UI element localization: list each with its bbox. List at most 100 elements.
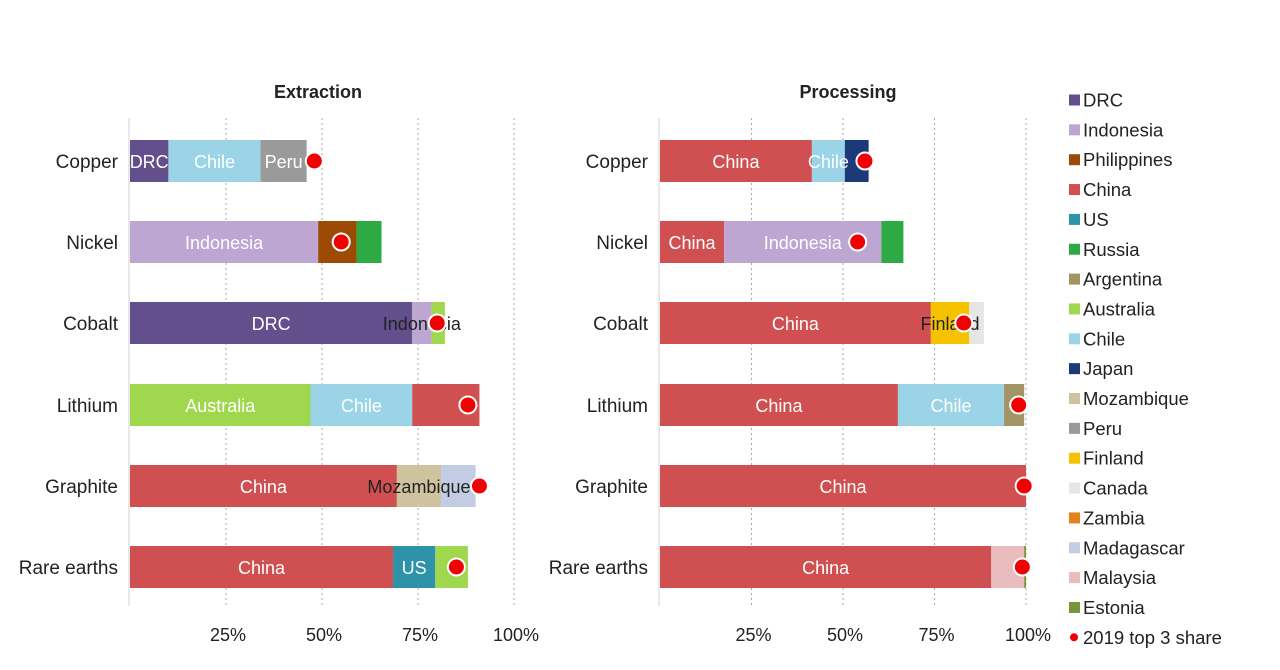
segment-label: China bbox=[240, 477, 288, 497]
top3-share-marker bbox=[1012, 557, 1032, 577]
segment-indonesia bbox=[130, 221, 319, 263]
legend-swatch bbox=[1070, 633, 1078, 642]
legend-swatch bbox=[1069, 482, 1080, 494]
legend-swatch bbox=[1069, 452, 1080, 464]
segment-chile bbox=[310, 384, 413, 426]
top3-share-marker bbox=[446, 557, 466, 577]
legend-swatch bbox=[1069, 243, 1080, 255]
legend-item-australia: Australia bbox=[1069, 298, 1156, 319]
panel-title: Processing bbox=[799, 82, 896, 102]
legend-swatch bbox=[1069, 303, 1080, 315]
segment-drc bbox=[130, 140, 169, 182]
legend-label: Philippines bbox=[1083, 149, 1172, 170]
segment-label: Indonesia bbox=[764, 233, 843, 253]
segment-label: Mozambique bbox=[367, 477, 470, 497]
bar-nickel: Nickel China Indonesia bbox=[596, 221, 904, 263]
x-tick-label: 25% bbox=[210, 625, 246, 645]
legend-swatch bbox=[1069, 213, 1080, 225]
segment-drc bbox=[130, 302, 413, 344]
top3-share-marker bbox=[304, 151, 324, 171]
legend-item-peru: Peru bbox=[1069, 418, 1122, 439]
legend-item-estonia: Estonia bbox=[1069, 597, 1145, 618]
panel-title: Extraction bbox=[274, 82, 362, 102]
legend-swatch bbox=[1069, 273, 1080, 285]
legend-swatch bbox=[1069, 393, 1080, 404]
segment-label: US bbox=[402, 558, 427, 578]
legend-swatch bbox=[1069, 333, 1080, 345]
segment-chile bbox=[811, 140, 845, 182]
segment-label: China bbox=[712, 152, 760, 172]
legend-label: Australia bbox=[1083, 298, 1156, 319]
legend-swatch bbox=[1069, 154, 1080, 166]
category-label: Copper bbox=[56, 152, 119, 173]
segment-label: Chile bbox=[808, 152, 849, 172]
legend-swatch bbox=[1069, 542, 1080, 554]
segment-label: Chile bbox=[194, 152, 235, 172]
legend-swatch bbox=[1069, 422, 1080, 434]
segment-label: DRC bbox=[252, 314, 291, 334]
legend-label: Finland bbox=[1083, 448, 1144, 469]
legend-item-canada: Canada bbox=[1069, 478, 1149, 499]
legend-label: 2019 top 3 share bbox=[1083, 627, 1222, 648]
bar-nickel: Nickel Indonesia bbox=[66, 221, 382, 263]
legend-swatch bbox=[1069, 184, 1080, 196]
legend-item-chile: Chile bbox=[1069, 328, 1125, 349]
legend-label: Malaysia bbox=[1083, 567, 1157, 588]
segment-label: China bbox=[772, 314, 820, 334]
legend-item-zambia: Zambia bbox=[1069, 507, 1145, 528]
bar-rare-earths: Rare earths China US bbox=[19, 546, 468, 588]
segment-china bbox=[660, 140, 812, 182]
legend-swatch bbox=[1069, 512, 1080, 524]
top3-share-marker bbox=[1009, 395, 1029, 415]
legend-item-philippines: Philippines bbox=[1069, 149, 1172, 170]
category-label: Rare earths bbox=[549, 558, 648, 579]
segment-label: China bbox=[755, 396, 803, 416]
segment-us bbox=[393, 546, 436, 588]
legend-label: Argentina bbox=[1083, 269, 1163, 290]
legend-label: Canada bbox=[1083, 478, 1149, 499]
x-tick-label: 50% bbox=[827, 625, 863, 645]
legend-label: Zambia bbox=[1083, 507, 1145, 528]
legend-label: Russia bbox=[1083, 239, 1140, 260]
legend-item-mozambique: Mozambique bbox=[1069, 388, 1189, 409]
x-tick-label: 100% bbox=[1005, 625, 1051, 645]
top3-share-marker bbox=[954, 313, 974, 333]
segment-australia bbox=[130, 384, 311, 426]
bar-cobalt: Cobalt China Finland bbox=[593, 302, 984, 344]
x-tick-label: 50% bbox=[306, 625, 342, 645]
top3-share-marker bbox=[469, 476, 489, 496]
legend-swatch bbox=[1069, 363, 1080, 375]
segment-label: China bbox=[802, 558, 850, 578]
bar-rare-earths: Rare earths China bbox=[549, 546, 1032, 588]
bar-copper: Copper DRC Chile Peru bbox=[56, 140, 324, 182]
segment-china bbox=[660, 465, 1026, 507]
legend-label: Peru bbox=[1083, 418, 1122, 439]
segment-label: DRC bbox=[130, 152, 169, 172]
bar-graphite: Graphite China bbox=[575, 465, 1034, 507]
segment-peru bbox=[260, 140, 307, 182]
legend-label: Chile bbox=[1083, 328, 1125, 349]
legend-item-us: US bbox=[1069, 209, 1109, 230]
segment-label: Indonesia bbox=[383, 314, 462, 334]
x-tick-label: 100% bbox=[493, 625, 539, 645]
legend-item-2019-top-3-share: 2019 top 3 share bbox=[1070, 627, 1222, 648]
segment-canada bbox=[969, 302, 984, 344]
bar-graphite: Graphite China Mozambique bbox=[45, 465, 489, 507]
segment-label: Chile bbox=[341, 396, 382, 416]
segment-mozambique bbox=[396, 465, 442, 507]
panel-extraction: Extraction 25% 50% 75% 100% Copper DRC Chile Per… bbox=[19, 82, 539, 645]
legend-swatch bbox=[1069, 94, 1080, 106]
category-label: Graphite bbox=[45, 477, 118, 498]
legend-swatch bbox=[1069, 572, 1080, 584]
segment-label: Peru bbox=[265, 152, 303, 172]
segment-label: China bbox=[819, 477, 867, 497]
legend-item-finland: Finland bbox=[1069, 448, 1144, 469]
category-label: Nickel bbox=[66, 233, 118, 254]
legend-item-malaysia: Malaysia bbox=[1069, 567, 1157, 588]
segment-label: China bbox=[238, 558, 286, 578]
segment-chile bbox=[897, 384, 1005, 426]
top3-share-marker bbox=[427, 313, 447, 333]
category-label: Graphite bbox=[575, 477, 648, 498]
category-label: Lithium bbox=[587, 396, 648, 417]
chart-legend: DRC Indonesia Philippines China US Russia Arge… bbox=[1069, 90, 1222, 648]
